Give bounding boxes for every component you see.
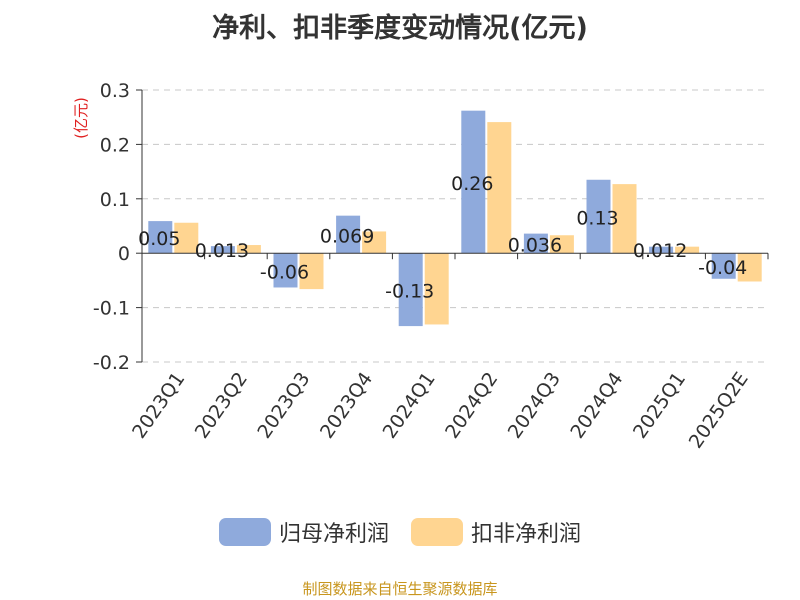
y-tick-label: 0.3 xyxy=(100,80,130,102)
x-tick-label: 2023Q4 xyxy=(316,368,377,442)
y-tick-label: -0.2 xyxy=(93,352,130,374)
y-tick-label: -0.1 xyxy=(93,298,130,320)
legend-swatch-series1 xyxy=(218,518,271,546)
bar-series2 xyxy=(737,253,762,282)
bar-series2 xyxy=(424,253,449,325)
bar-series1 xyxy=(336,215,361,254)
y-tick-label: 0.1 xyxy=(100,189,130,211)
bar-series2 xyxy=(299,253,324,290)
source-note: 制图数据来自恒生聚源数据库 xyxy=(302,580,498,598)
data-label: 0.05 xyxy=(138,228,180,250)
bars xyxy=(148,110,762,327)
legend-label-series1: 归母净利润 xyxy=(278,522,389,547)
legend-label-series2: 扣非净利润 xyxy=(471,522,582,547)
y-axis-unit: (亿元) xyxy=(72,97,90,139)
data-label: 0.13 xyxy=(576,207,618,229)
bar-series1 xyxy=(210,246,235,254)
legend-item-series2[interactable]: 扣非净利润 xyxy=(411,516,581,548)
bar-series1 xyxy=(649,246,674,254)
x-tick-label: 2025Q2E xyxy=(685,368,753,452)
bar-series1 xyxy=(711,253,736,279)
bar-series1 xyxy=(523,233,548,254)
bar-series1 xyxy=(586,179,611,254)
x-tick-label: 2023Q1 xyxy=(128,368,189,442)
x-tick-label: 2024Q3 xyxy=(504,368,565,442)
legend-item-series1[interactable]: 归母净利润 xyxy=(218,516,389,548)
legend: 归母净利润 扣非净利润 xyxy=(0,516,800,548)
data-label: -0.04 xyxy=(698,257,747,279)
bar-series1 xyxy=(148,221,173,254)
bar-series2 xyxy=(487,122,512,254)
y-tick-label: 0.2 xyxy=(100,134,130,156)
x-tick-label: 2023Q3 xyxy=(253,368,314,442)
data-label: -0.13 xyxy=(385,281,434,303)
x-tick-label: 2024Q4 xyxy=(566,368,627,442)
bar-series2 xyxy=(675,246,700,254)
data-label: 0.036 xyxy=(508,234,562,256)
grid-lines xyxy=(142,89,768,363)
bar-series2 xyxy=(362,231,387,254)
data-label: 0.013 xyxy=(195,240,249,262)
bar-series1 xyxy=(273,253,298,288)
bar-series2 xyxy=(236,245,261,254)
data-label: -0.06 xyxy=(260,261,309,283)
bar-series2 xyxy=(612,184,637,254)
x-tick-label: 2025Q1 xyxy=(629,368,690,442)
data-label: 0.069 xyxy=(320,225,374,247)
x-tick-label: 2023Q2 xyxy=(191,368,252,442)
data-label: 0.012 xyxy=(633,240,687,262)
bar-series2 xyxy=(174,222,199,254)
bar-series1 xyxy=(398,253,423,327)
y-tick-label: 0 xyxy=(118,243,130,265)
bar-series1 xyxy=(461,110,486,254)
legend-swatch-series2 xyxy=(411,518,463,546)
data-label: 0.26 xyxy=(451,173,493,195)
chart-title: 净利、扣非季度变动情况(亿元) xyxy=(212,13,588,44)
x-tick-label: 2024Q1 xyxy=(379,368,440,442)
data-labels: 0.05 0.013 -0.06 0.069 -0.13 0.26 0.036 0.13 0.0… xyxy=(138,173,747,303)
bar-series2 xyxy=(549,235,574,254)
x-tick-label: 2024Q2 xyxy=(441,368,502,442)
